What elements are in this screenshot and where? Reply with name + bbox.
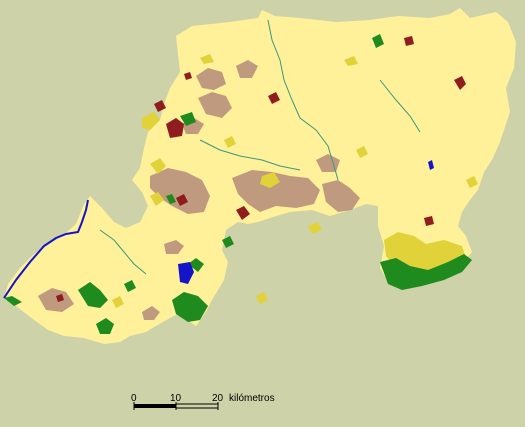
scale-tick-10: 10 <box>170 393 182 404</box>
agricultural-patches <box>112 54 478 308</box>
urban-patches <box>56 36 466 302</box>
water-features <box>3 160 434 299</box>
scale-tick-0: 0 <box>131 393 137 404</box>
transitional-patches <box>38 60 360 320</box>
river-lines <box>99 19 421 275</box>
scale-unit-label: kilómetros <box>229 393 275 404</box>
scale-tick-20: 20 <box>212 393 224 404</box>
forest-patches <box>4 34 472 334</box>
scale-bar-segment-light <box>175 403 219 409</box>
scale-bar-segment-dark <box>134 404 176 408</box>
scale-bar <box>133 402 219 410</box>
